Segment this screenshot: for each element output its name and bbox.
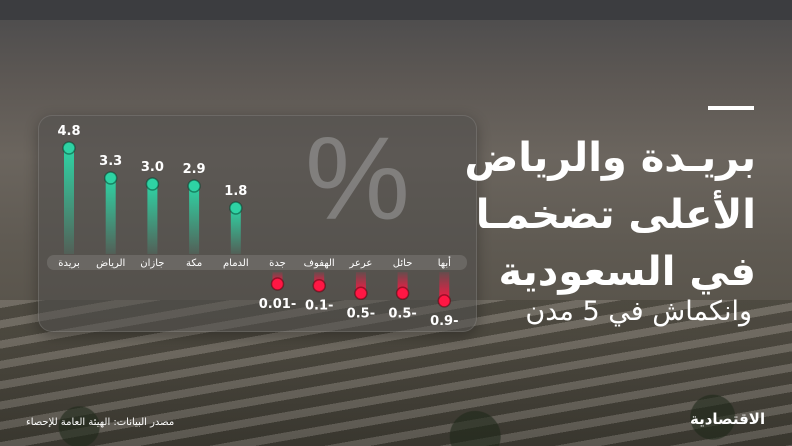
source-note: مصدر البيانات: الهيئة العامة للإحصاء <box>26 417 175 428</box>
category-label: الدمام <box>223 258 249 269</box>
value-label: 0.5- <box>388 306 416 321</box>
bar-dot-positive <box>145 177 160 191</box>
category-label: الرياض <box>96 258 125 269</box>
value-label: 2.9 <box>183 162 206 177</box>
bar-dot-negative <box>270 277 285 291</box>
value-label: 0.1- <box>305 299 333 314</box>
headline: بريـدة والرياض الأعلى تضخمـا في السعودية <box>464 130 756 301</box>
category-label: جازان <box>140 258 164 269</box>
bar-negative <box>355 272 366 294</box>
headline-line-2: الأعلى تضخمـا <box>475 192 756 238</box>
bar-dot-negative <box>395 286 410 301</box>
headline-line-1: بريـدة والرياض <box>464 135 756 181</box>
category-label: بريدة <box>58 258 80 269</box>
category-strip <box>47 255 467 270</box>
bar-positive <box>189 186 200 254</box>
bar-dot-positive <box>229 201 243 215</box>
bar-positive <box>105 178 116 254</box>
value-label: 3.3 <box>99 154 122 169</box>
bar-dot-negative <box>437 294 452 308</box>
category-label: أبها <box>438 256 451 269</box>
top-bar <box>0 0 792 20</box>
value-label: 0.01- <box>259 297 296 312</box>
category-label: عرعر <box>348 258 372 269</box>
value-label: 3.0 <box>141 160 164 175</box>
value-label: 4.8 <box>57 124 80 139</box>
logo: الاقتصادية <box>690 410 766 428</box>
value-label: 0.5- <box>347 306 375 321</box>
bar-dot-positive <box>62 141 76 155</box>
bar-negative <box>397 272 408 294</box>
subtitle: وانكماش في 5 مدن <box>525 296 752 327</box>
bar-dot-positive <box>187 179 201 193</box>
bar-dot-negative <box>312 278 326 293</box>
headline-line-3: في السعودية <box>498 249 756 295</box>
bar-dot-negative <box>354 286 368 301</box>
bar-positive <box>147 184 158 254</box>
category-label: الهفوف <box>304 258 335 269</box>
bar-positive <box>230 208 241 254</box>
bar-dot-positive <box>103 171 118 185</box>
percent-symbol: % <box>305 113 410 245</box>
value-label: 1.8 <box>224 184 247 199</box>
category-label: حائل <box>393 258 413 269</box>
bar-negative <box>439 272 450 301</box>
title-accent-line <box>708 106 754 110</box>
value-label: 0.9- <box>430 314 458 329</box>
category-label: مكة <box>186 258 202 269</box>
bar-positive <box>64 148 74 254</box>
category-label: جدة <box>269 258 286 269</box>
bar-negative <box>314 272 325 286</box>
background-trees <box>0 350 792 446</box>
